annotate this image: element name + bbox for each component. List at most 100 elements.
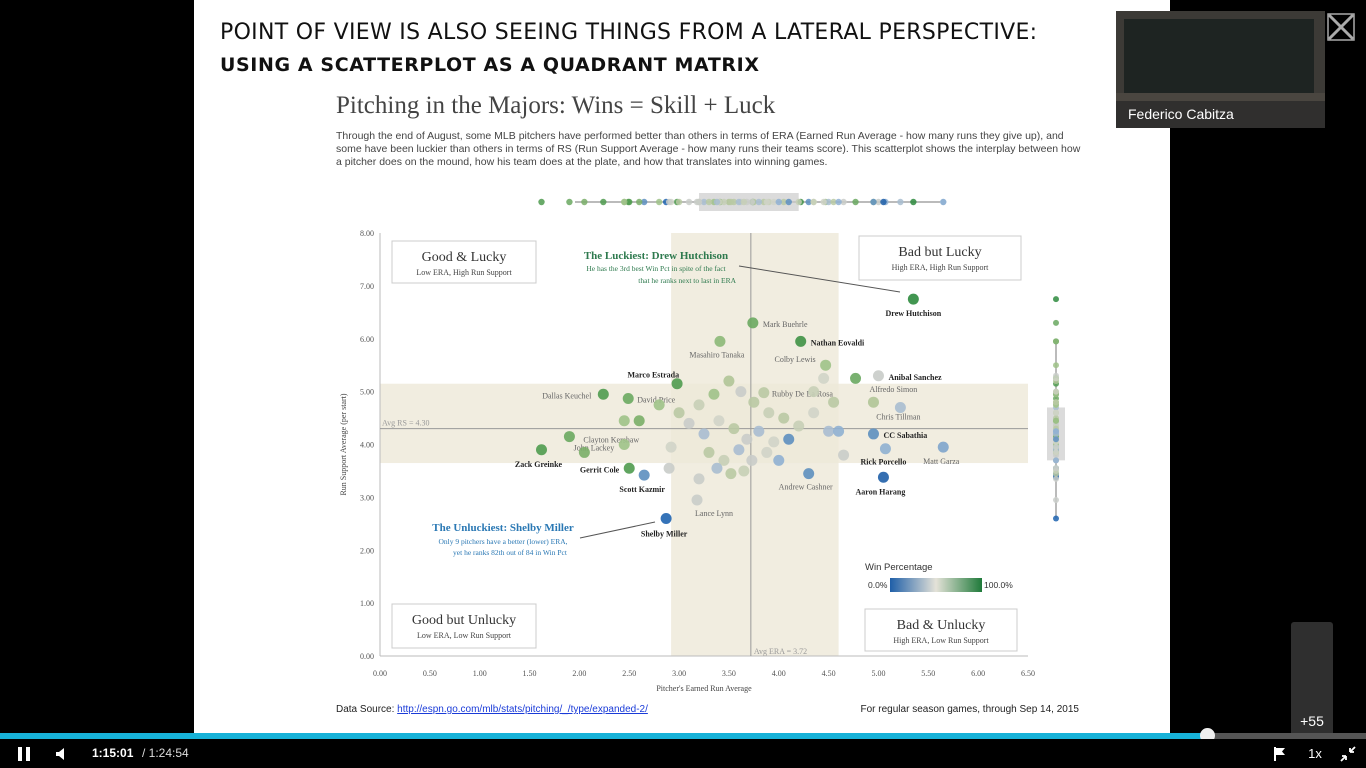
legend-min: 0.0%	[868, 580, 888, 590]
x-tick-label: 6.00	[971, 669, 985, 678]
data-point	[735, 386, 747, 398]
y-tick-label: 5.00	[360, 388, 374, 397]
chapter-flag-button[interactable]	[1268, 739, 1292, 768]
y-tick-label: 3.00	[360, 493, 374, 502]
quadrant-subtitle: High ERA, Low Run Support	[893, 636, 989, 645]
data-point	[725, 468, 737, 480]
data-point	[597, 388, 609, 400]
x-tick-label: 4.00	[772, 669, 786, 678]
data-point	[867, 428, 879, 440]
data-point	[763, 407, 775, 419]
data-point	[703, 446, 715, 458]
data-point	[713, 415, 725, 427]
point-label: Andrew Cashner	[779, 483, 833, 492]
x-tick-label: 1.50	[523, 669, 537, 678]
y-tick-label: 2.00	[360, 546, 374, 555]
more-videos-button[interactable]: +55	[1291, 622, 1333, 733]
slide-heading-1: POINT OF VIEW IS ALSO SEEING THINGS FROM…	[220, 20, 1038, 45]
point-label: CC Sabathia	[883, 431, 927, 440]
data-source-link[interactable]: http://espn.go.com/mlb/stats/pitching/_/…	[397, 704, 648, 715]
point-label: Masahiro Tanaka	[689, 350, 745, 359]
data-point	[718, 454, 730, 466]
rs-strip-point	[1053, 296, 1059, 303]
era-strip-point	[640, 198, 648, 206]
point-label: Rick Porcello	[861, 458, 907, 467]
era-strip-point	[727, 198, 735, 206]
fullscreen-button[interactable]	[1336, 739, 1360, 768]
point-label: Dallas Keuchel	[542, 391, 592, 400]
data-point	[693, 473, 705, 485]
era-strip-point	[795, 198, 802, 206]
era-strip-point	[875, 198, 882, 206]
x-tick-label: 0.50	[423, 669, 437, 678]
era-strip-point	[785, 198, 792, 206]
duration: / 1:24:54	[142, 746, 189, 760]
callout-lucky-arrow	[738, 265, 901, 293]
data-point	[723, 375, 735, 387]
data-point	[894, 401, 906, 413]
data-point	[665, 441, 677, 453]
data-point	[907, 293, 919, 305]
era-strip-point	[566, 198, 573, 206]
era-strip-point	[748, 198, 756, 206]
x-tick-label: 3.50	[722, 669, 736, 678]
x-tick-label: 5.50	[921, 669, 935, 678]
era-strip-point	[775, 198, 782, 206]
x-tick-label: 3.00	[672, 669, 686, 678]
rs-strip-point	[1053, 436, 1059, 443]
rs-strip-point	[1053, 319, 1059, 326]
data-point	[753, 425, 765, 437]
current-time: 1:15:01	[92, 746, 134, 760]
more-videos-count: +55	[1300, 713, 1324, 729]
data-point	[758, 387, 770, 399]
data-point	[778, 412, 790, 424]
era-strip-point	[695, 198, 703, 206]
era-strip-point	[910, 198, 917, 206]
quadrant-title: Good & Lucky	[422, 250, 507, 265]
data-point	[633, 415, 645, 427]
data-point	[693, 399, 705, 411]
era-strip-point	[735, 198, 743, 206]
data-point	[733, 444, 745, 456]
data-point	[622, 392, 634, 404]
rs-strip-point	[1053, 375, 1059, 382]
point-label: Zack Greinke	[515, 460, 563, 469]
rs-strip-point	[1053, 417, 1059, 424]
quadrant-box	[858, 235, 1022, 281]
volume-button[interactable]	[50, 739, 74, 768]
avg-rs-label: Avg RS = 4.30	[382, 419, 429, 428]
rs-strip-point	[1053, 475, 1059, 482]
era-strip-point	[840, 198, 847, 206]
rs-strip-point	[1053, 388, 1059, 395]
era-strip-point	[700, 198, 708, 206]
pause-button[interactable]	[12, 739, 36, 768]
legend-max: 100.0%	[984, 580, 1013, 590]
callout-unlucky-line1: Only 9 pitchers have a better (lower) ER…	[438, 537, 567, 546]
speed-button[interactable]: 1x	[1308, 746, 1322, 761]
rs-strip-point	[1053, 465, 1059, 472]
y-tick-label: 1.00	[360, 599, 374, 608]
x-tick-label: 5.00	[871, 669, 885, 678]
era-strip-point	[870, 198, 877, 206]
callout-lucky-line2: that he ranks next to last in ERA	[638, 276, 736, 285]
era-strip-point	[755, 198, 763, 206]
x-tick-label: 0.00	[373, 669, 387, 678]
era-strip-point	[770, 198, 777, 206]
era-strip-point	[820, 198, 827, 206]
era-strip-point	[538, 198, 545, 206]
presenter-video[interactable]: Federico Cabitza	[1116, 11, 1325, 128]
data-point	[828, 396, 840, 408]
point-label: Anibal Sanchez	[888, 373, 942, 382]
point-label: Nathan Eovaldi	[811, 338, 865, 347]
era-strip-point	[705, 198, 713, 206]
volume-icon	[56, 747, 64, 760]
data-point	[728, 423, 740, 435]
data-point	[673, 407, 685, 419]
point-label: Marco Estrada	[627, 371, 679, 380]
player-controls: 1:15:01 / 1:24:54 1x	[0, 739, 1366, 768]
chart-intro: Through the end of August, some MLB pitc…	[336, 130, 1081, 168]
point-label: John Lackey	[574, 444, 615, 453]
data-point	[818, 372, 830, 384]
data-point	[793, 420, 805, 432]
data-point	[738, 465, 750, 477]
